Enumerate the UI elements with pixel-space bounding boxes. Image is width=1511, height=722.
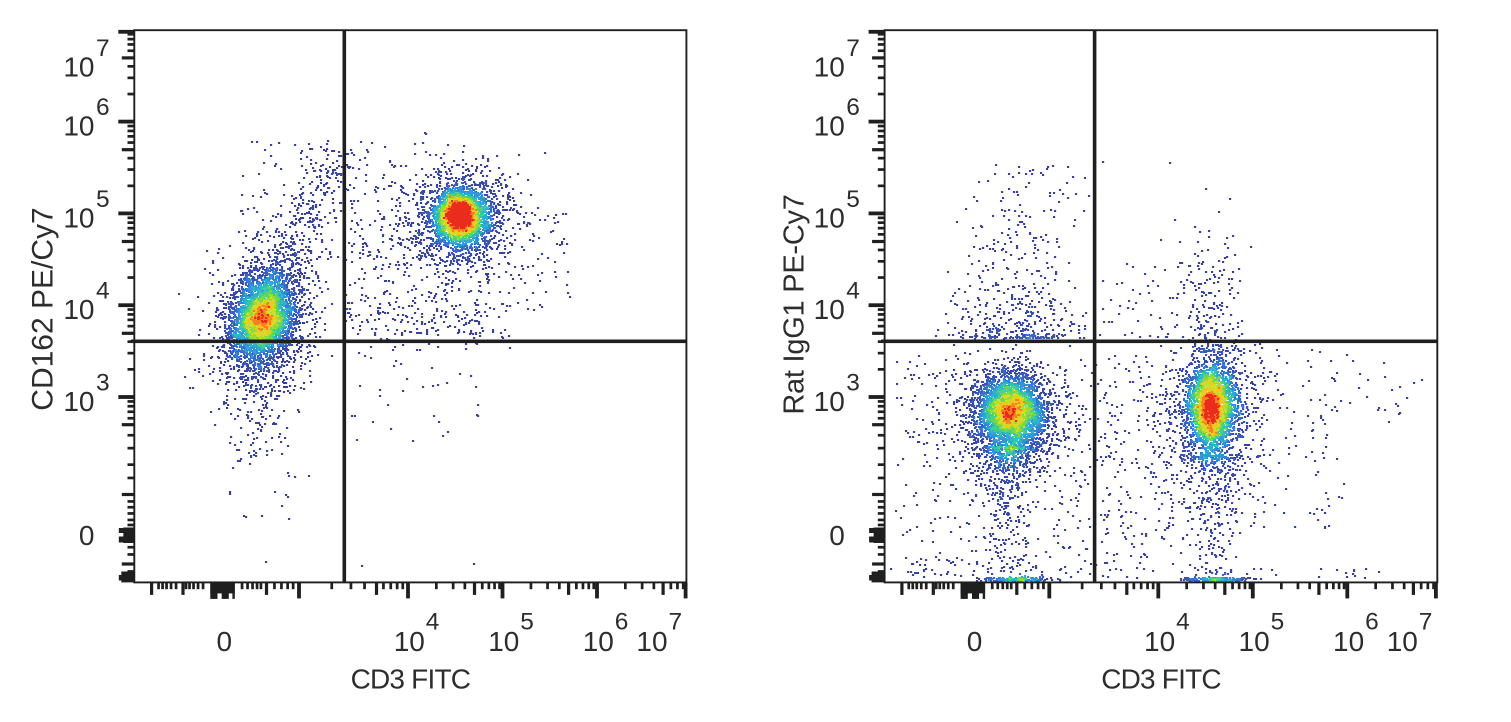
svg-text:10: 10 [583, 626, 614, 657]
svg-text:7: 7 [96, 35, 110, 62]
svg-text:7: 7 [1419, 609, 1433, 636]
svg-text:5: 5 [96, 186, 110, 213]
svg-text:0: 0 [967, 626, 983, 657]
svg-text:10: 10 [1144, 626, 1175, 657]
svg-text:0: 0 [79, 520, 95, 551]
svg-text:4: 4 [96, 278, 110, 305]
svg-text:3: 3 [846, 370, 860, 397]
svg-text:CD3 FITC: CD3 FITC [351, 664, 471, 695]
svg-text:CD3 FITC: CD3 FITC [1101, 664, 1221, 695]
svg-text:6: 6 [96, 94, 110, 121]
svg-text:10: 10 [394, 626, 425, 657]
svg-text:10: 10 [814, 111, 845, 142]
svg-text:10: 10 [814, 386, 845, 417]
svg-text:10: 10 [814, 51, 845, 82]
svg-text:10: 10 [1239, 626, 1270, 657]
svg-text:6: 6 [615, 609, 629, 636]
svg-text:0: 0 [829, 520, 845, 551]
svg-text:Rat IgG1 PE-Cy7: Rat IgG1 PE-Cy7 [779, 194, 811, 414]
svg-text:4: 4 [426, 609, 440, 636]
svg-text:10: 10 [63, 386, 94, 417]
svg-text:10: 10 [63, 51, 94, 82]
svg-text:0: 0 [217, 626, 233, 657]
svg-text:5: 5 [1271, 609, 1285, 636]
svg-text:5: 5 [846, 186, 860, 213]
svg-text:10: 10 [63, 294, 94, 325]
svg-text:10: 10 [63, 202, 94, 233]
svg-text:5: 5 [520, 609, 534, 636]
svg-text:10: 10 [488, 626, 519, 657]
svg-text:CD162 PE/Cy7: CD162 PE/Cy7 [27, 207, 60, 410]
svg-text:6: 6 [1365, 609, 1379, 636]
svg-text:10: 10 [1387, 626, 1418, 657]
svg-text:7: 7 [846, 35, 860, 62]
svg-text:10: 10 [63, 111, 94, 142]
svg-text:4: 4 [1176, 609, 1190, 636]
svg-text:10: 10 [814, 202, 845, 233]
svg-text:10: 10 [1333, 626, 1364, 657]
svg-text:6: 6 [846, 94, 860, 121]
svg-text:10: 10 [814, 294, 845, 325]
svg-text:4: 4 [846, 278, 860, 305]
svg-text:7: 7 [669, 609, 683, 636]
svg-text:3: 3 [96, 370, 110, 397]
svg-text:10: 10 [636, 626, 667, 657]
